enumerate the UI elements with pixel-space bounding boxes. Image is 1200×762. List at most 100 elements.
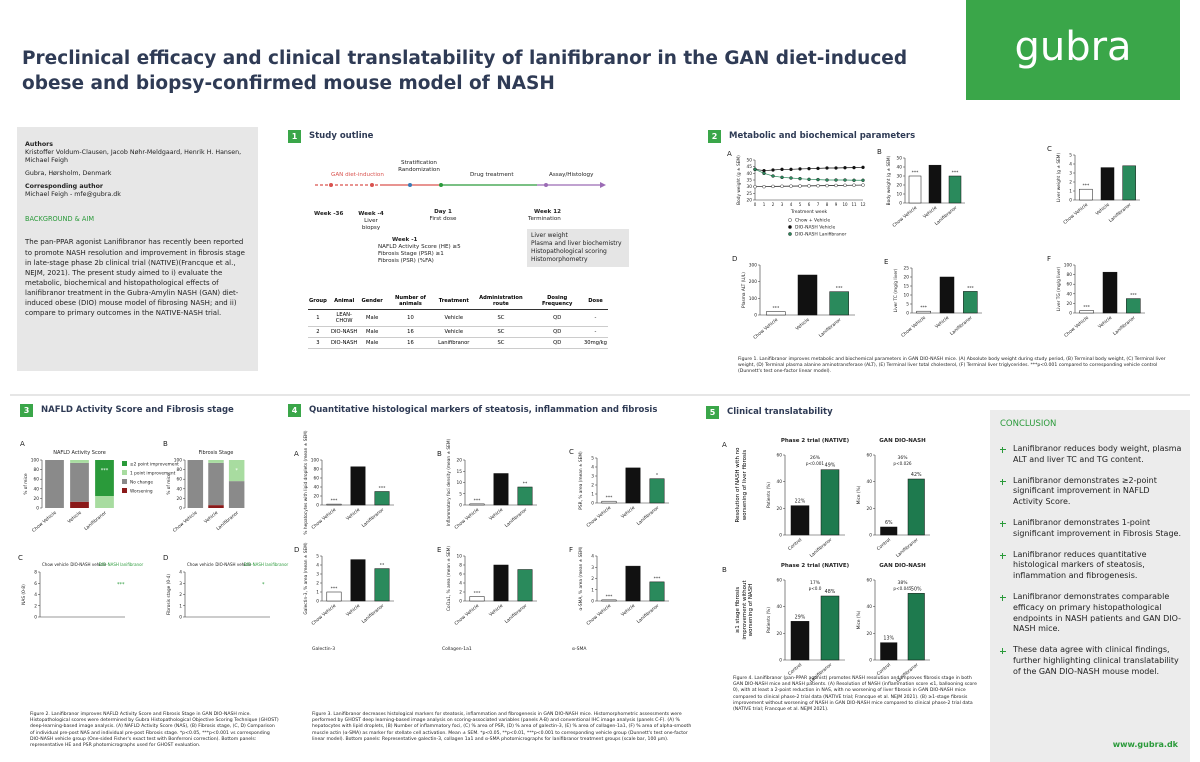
y-tick-label: 60	[314, 476, 320, 482]
y-tick-label: 20	[34, 496, 40, 502]
timeline-arrow	[600, 182, 606, 188]
conclusion-bullet: Lanifibranor demonstrates comparable eff…	[1000, 592, 1182, 635]
y-axis-label: Patients (%)	[766, 482, 772, 508]
point	[762, 184, 766, 189]
y-tick-label: 40	[897, 165, 903, 171]
significance: *	[262, 582, 265, 588]
point	[861, 178, 865, 182]
bar-segment	[208, 460, 224, 463]
y-tick-label: 60	[867, 578, 873, 584]
table-header: Gender	[360, 293, 384, 310]
y-tick-label: 8	[459, 563, 462, 569]
y-tick-label: 100	[31, 458, 39, 464]
significance: **	[380, 563, 385, 569]
section-heading: 5 Clinical translatability	[706, 406, 833, 419]
x-tick-label: 9	[835, 202, 838, 207]
x-tick-label: Control	[876, 537, 892, 552]
panel-letter: A	[722, 441, 727, 449]
table-header: Administration route	[470, 293, 532, 310]
y-tick-label: 40	[314, 485, 320, 491]
x-tick-label: Chow Vehicle	[1062, 202, 1089, 226]
point	[861, 183, 865, 187]
y-tick-label: 20	[747, 198, 753, 204]
legend-marker	[788, 225, 792, 229]
y-tick-label: 0	[459, 503, 462, 509]
point	[807, 177, 811, 182]
assay: Liver weight	[531, 232, 568, 239]
x-tick-label: Vehicle	[488, 507, 504, 522]
difference: 26%	[810, 455, 821, 461]
y-tick-label: 30	[747, 184, 753, 190]
bar	[649, 581, 665, 602]
y-tick-label: 0	[591, 501, 594, 507]
x-tick-label: 0	[754, 202, 757, 207]
criterion: Fibrosis (PSR) (%FA)	[378, 257, 434, 264]
x-tick-label: Chow Vehicle	[891, 205, 918, 229]
p-value: p<0.0	[809, 586, 822, 591]
week-block: Day 1 First dose	[428, 209, 458, 223]
significance: ***	[836, 286, 844, 292]
point	[789, 184, 793, 188]
logo-text: gubra	[1014, 24, 1132, 70]
panel-letter: B	[437, 450, 442, 458]
bar	[1079, 188, 1093, 201]
section-title: Metabolic and biochemical parameters	[729, 131, 916, 142]
conclusion-bullet: Lanifibranor demonstrates ≥2-point signi…	[1000, 476, 1182, 508]
y-axis-label: % hepatocytes with lipid droplets (mean …	[303, 430, 309, 534]
y-tick-label: 0	[34, 615, 37, 621]
point	[852, 165, 856, 170]
y-tick-label: 10	[457, 554, 463, 560]
value-label: 48%	[825, 589, 836, 595]
week: Week -4	[358, 211, 384, 217]
website[interactable]: www.gubra.dk	[1112, 740, 1178, 749]
table-row: 1 LEAN-CHOW Male 10 Vehicle SC QD -	[308, 309, 608, 327]
y-tick-label: 20	[904, 275, 910, 281]
x-tick-label: 11	[851, 202, 857, 207]
y-tick-label: 40	[777, 604, 783, 610]
table-cell: 30mg/kg	[582, 337, 608, 349]
p-value: p<0.001	[806, 461, 824, 466]
bar	[601, 599, 617, 602]
y-axis-label: Body weight (g ± SEM)	[736, 155, 742, 205]
bar	[649, 478, 665, 504]
criterion: Fibrosis Stage (PSR) ≥1	[378, 250, 444, 257]
authors-heading: Authors	[25, 141, 54, 148]
y-tick-label: 60	[777, 453, 783, 459]
y-tick-label: 4	[179, 570, 182, 576]
significance: *	[235, 468, 238, 474]
bar	[948, 175, 962, 204]
table-cell: DIO-NASH	[327, 337, 361, 349]
point	[780, 184, 784, 188]
x-tick-label: 12	[860, 202, 866, 207]
y-tick-label: 3	[1069, 171, 1072, 177]
bar	[517, 486, 533, 506]
value-label: 29%	[795, 614, 806, 620]
y-tick-label: 35	[747, 178, 753, 184]
group-label: DIO-NASH lanifibranor	[99, 562, 144, 567]
y-tick-label: 40	[867, 479, 873, 485]
x-tick-label: Lanifibranor	[361, 507, 386, 529]
x-tick-label: Vehicle	[1097, 315, 1113, 330]
bar	[326, 503, 342, 506]
significance: **	[523, 481, 528, 487]
bar	[820, 595, 840, 661]
phase: GAN diet-induction	[331, 172, 384, 178]
panel-letter: E	[437, 546, 441, 554]
y-tick-label: 60	[777, 578, 783, 584]
table-header: Treatment	[437, 293, 471, 310]
y-tick-label: 100	[1064, 263, 1072, 269]
difference: 38%	[897, 580, 908, 586]
table-header: Dosing Frequency	[531, 293, 583, 310]
x-tick-label: Chow Vehicle	[585, 603, 612, 627]
bar	[1126, 298, 1141, 314]
x-tick-label: Chow Vehicle	[31, 510, 58, 534]
group-label: DIO-NASH lanifibranor	[244, 562, 289, 567]
x-tick-label: Vehicle	[922, 205, 938, 220]
table-cell: Male	[360, 309, 384, 327]
y-tick-label: 2	[591, 576, 594, 582]
bar	[1122, 165, 1136, 201]
legend-swatch	[122, 479, 127, 484]
panel-letter: B	[722, 566, 727, 574]
y-tick-label: 0	[1069, 311, 1072, 317]
bar	[493, 564, 509, 602]
